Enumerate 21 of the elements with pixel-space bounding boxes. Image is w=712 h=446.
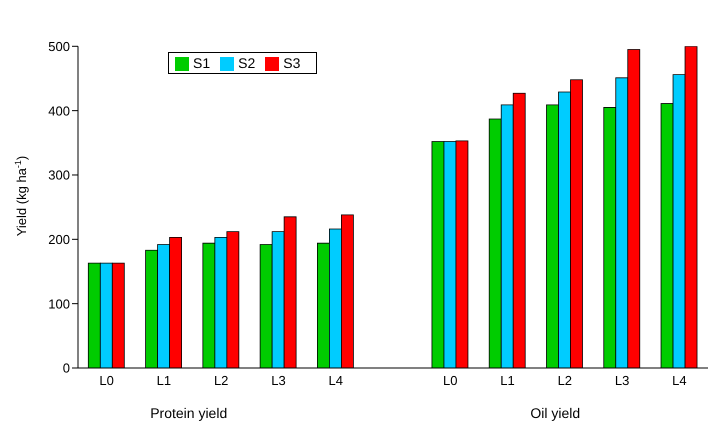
y-tick-label: 0: [62, 360, 70, 376]
x-tick-label: L0: [443, 373, 458, 388]
x-tick-label: L1: [156, 373, 172, 388]
legend-label: S3: [283, 55, 300, 71]
y-tick-label: 500: [48, 38, 70, 54]
x-tick-label: L1: [500, 373, 515, 388]
x-tick-label: L2: [558, 373, 572, 388]
x-tick-label: L4: [672, 373, 687, 388]
legend-label: S1: [193, 55, 210, 71]
x-tick-label: L3: [271, 373, 286, 388]
y-tick-label: 200: [48, 232, 70, 247]
x-tick-label: L4: [328, 373, 343, 388]
y-tick-label: 400: [48, 103, 70, 118]
x-tick-label: L2: [214, 373, 228, 388]
x-tick-label: L0: [99, 373, 114, 388]
legend-label: S2: [238, 55, 256, 71]
x-tick-label: L3: [614, 373, 630, 388]
y-tick-label: 100: [48, 296, 70, 312]
text: Oil yield: [530, 405, 580, 421]
y-tick-label: 300: [48, 168, 70, 183]
text: Protein yield: [150, 405, 228, 421]
